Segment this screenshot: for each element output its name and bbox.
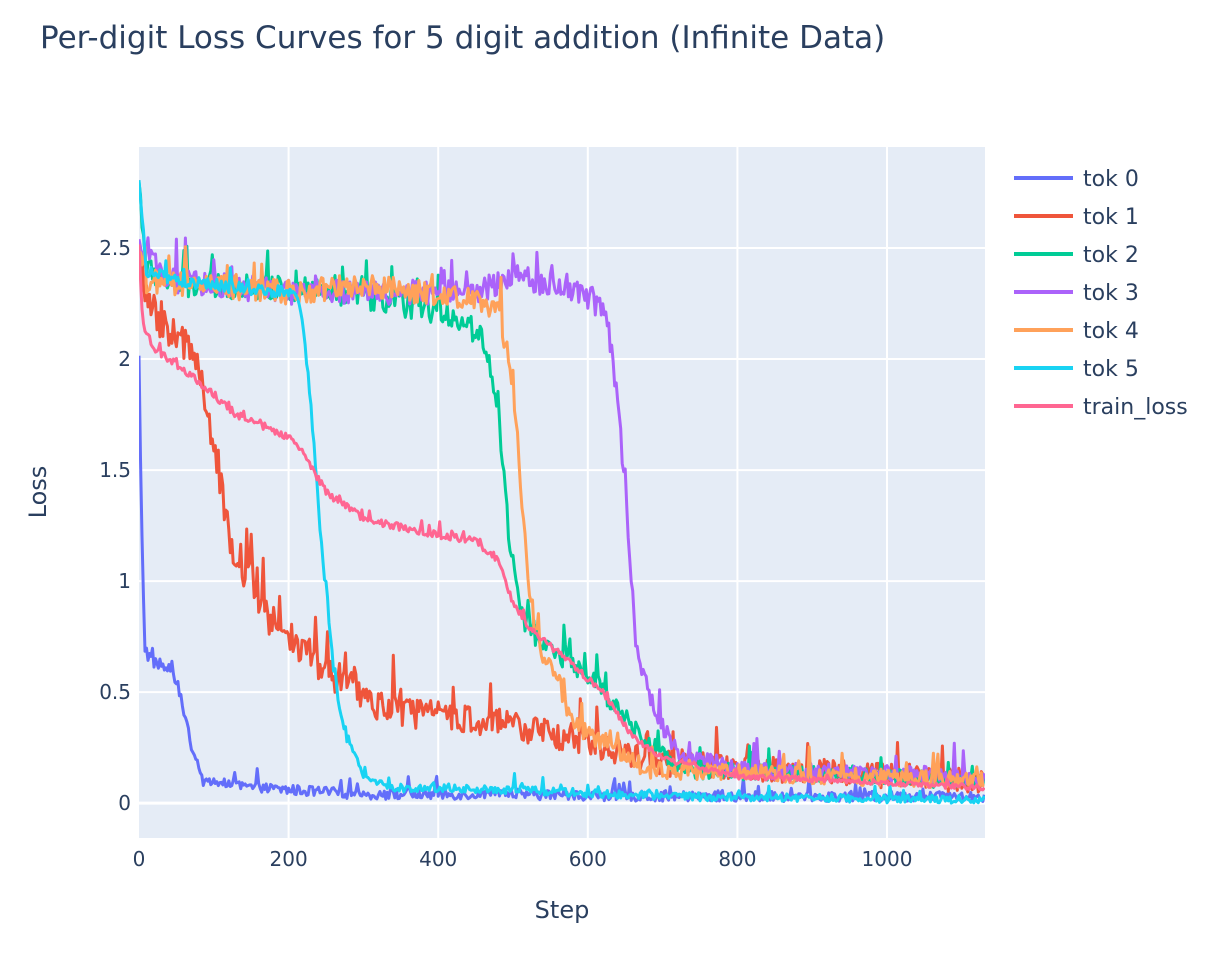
y-tick-label: 2.5 <box>99 236 131 260</box>
y-tick-label: 0.5 <box>99 680 131 704</box>
y-tick-label: 1 <box>118 569 131 593</box>
y-tick-label: 0 <box>118 791 131 815</box>
series-lines <box>139 179 985 805</box>
x-tick-label: 0 <box>133 847 146 871</box>
series-line-train-loss <box>139 244 985 792</box>
x-tick-label: 1000 <box>862 847 913 871</box>
legend[interactable]: tok 0 tok 1 tok 2 tok 3 tok 4 tok 5 train_loss <box>1014 167 1188 420</box>
x-tick-labels: 0 200 400 600 800 1000 <box>133 847 913 871</box>
legend-label: tok 0 <box>1083 167 1139 192</box>
legend-label: tok 4 <box>1083 319 1139 344</box>
legend-item[interactable]: tok 3 <box>1014 281 1139 306</box>
y-axis-title: Loss <box>24 466 52 519</box>
x-tick-label: 800 <box>718 847 756 871</box>
legend-label: tok 3 <box>1083 281 1139 306</box>
x-tick-label: 600 <box>569 847 607 871</box>
legend-item[interactable]: tok 4 <box>1014 319 1139 344</box>
x-gridlines <box>287 147 889 838</box>
x-tick-label: 200 <box>270 847 308 871</box>
legend-label: tok 1 <box>1083 205 1139 230</box>
legend-item[interactable]: tok 0 <box>1014 167 1139 192</box>
plot-area <box>139 147 985 838</box>
legend-label: train_loss <box>1083 395 1188 420</box>
y-tick-label: 1.5 <box>99 458 131 482</box>
y-tick-label: 2 <box>118 347 131 371</box>
chart-title: Per-digit Loss Curves for 5 digit additi… <box>40 20 885 56</box>
legend-label: tok 5 <box>1083 357 1139 382</box>
legend-label: tok 2 <box>1083 243 1139 268</box>
series-line-tok-5 <box>139 179 985 805</box>
x-axis-title: Step <box>535 896 590 924</box>
y-tick-labels: 0 0.5 1 1.5 2 2.5 <box>99 236 131 815</box>
legend-item[interactable]: train_loss <box>1014 395 1188 420</box>
legend-item[interactable]: tok 2 <box>1014 243 1139 268</box>
x-tick-label: 400 <box>419 847 457 871</box>
legend-item[interactable]: tok 1 <box>1014 205 1139 230</box>
legend-item[interactable]: tok 5 <box>1014 357 1139 382</box>
